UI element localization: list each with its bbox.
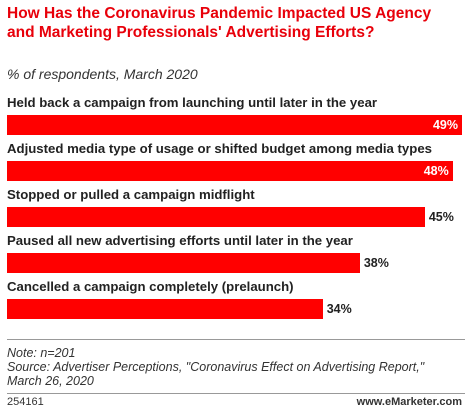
category-label: Cancelled a campaign completely (prelaun… xyxy=(7,279,294,294)
category-row: Paused all new advertising efforts until… xyxy=(0,232,470,273)
value-label: 38% xyxy=(363,256,389,270)
bar-row: 45% xyxy=(0,207,470,227)
category-label: Adjusted media type of usage or shifted … xyxy=(7,141,432,156)
chart-subtitle: % of respondents, March 2020 xyxy=(7,66,198,82)
bar xyxy=(7,115,462,135)
value-label: 45% xyxy=(428,210,454,224)
category-row: Adjusted media type of usage or shifted … xyxy=(0,140,470,181)
category-row: Stopped or pulled a campaign midflight 45… xyxy=(0,186,470,227)
category-label: Paused all new advertising efforts until… xyxy=(7,233,353,248)
bar-row: 34% xyxy=(0,299,470,319)
bar xyxy=(7,253,360,273)
bar-row: 48% xyxy=(0,161,470,181)
category-row: Held back a campaign from launching unti… xyxy=(0,94,470,135)
bar xyxy=(7,161,453,181)
category-row: Cancelled a campaign completely (prelaun… xyxy=(0,278,470,319)
chart-title: How Has the Coronavirus Pandemic Impacte… xyxy=(7,5,432,41)
category-label: Held back a campaign from launching unti… xyxy=(7,95,378,110)
value-label: 34% xyxy=(326,302,352,316)
value-label: 48% xyxy=(423,164,449,178)
separator xyxy=(7,393,465,394)
separator xyxy=(7,339,465,340)
bar-row: 49% xyxy=(0,115,470,135)
credit: www.eMarketer.com xyxy=(356,396,462,408)
note: Note: n=201 xyxy=(7,346,76,360)
source: Source: Advertiser Perceptions, "Coronav… xyxy=(7,360,425,388)
value-label: 49% xyxy=(432,118,458,132)
bar-rows: Held back a campaign from launching unti… xyxy=(0,94,470,324)
bar xyxy=(7,299,323,319)
bar xyxy=(7,207,425,227)
chart-id: 254161 xyxy=(7,396,44,408)
bar-row: 38% xyxy=(0,253,470,273)
category-label: Stopped or pulled a campaign midflight xyxy=(7,187,255,202)
